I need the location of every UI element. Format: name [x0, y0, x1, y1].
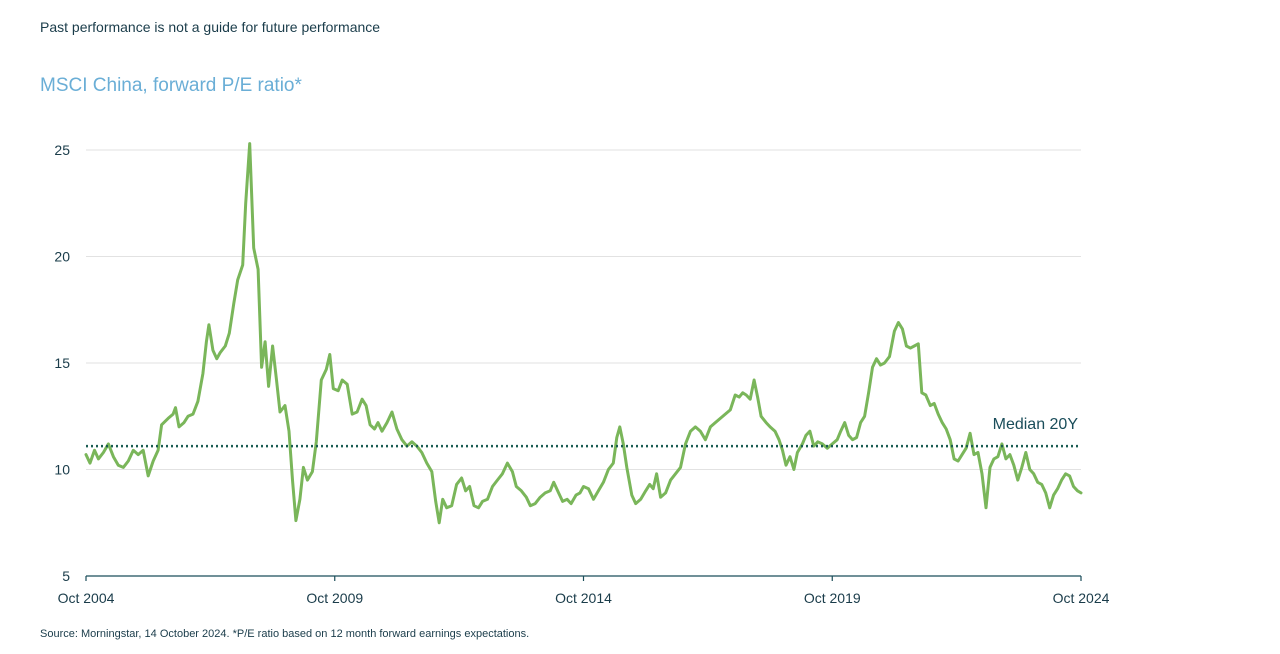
y-tick-label-25: 25	[54, 142, 70, 158]
gridlines	[86, 149, 1081, 470]
y-tick-label-20: 20	[54, 249, 70, 265]
x-tick-label-2: Oct 2014	[555, 590, 612, 606]
x-tick-label-0: Oct 2004	[58, 590, 115, 606]
series-layer	[84, 142, 1083, 525]
chart-title: MSCI China, forward P/E ratio*	[40, 75, 302, 96]
y-tick-label-5: 5	[62, 568, 70, 584]
median-layer: Median 20Y	[86, 416, 1081, 448]
y-tick-label-10: 10	[54, 462, 70, 478]
series-line-0	[84, 142, 1083, 525]
x-tick-label-1: Oct 2009	[306, 590, 363, 606]
source-note: Source: Morningstar, 14 October 2024. *P…	[40, 628, 530, 640]
disclaimer-text: Past performance is not a guide for futu…	[40, 19, 381, 35]
x-tick-label-3: Oct 2019	[804, 590, 861, 606]
x-tick-label-4: Oct 2024	[1053, 590, 1110, 606]
axes: 5 10 15 20 25 Oct 2004 Oct 2009 Oct 2014 Oct 201…	[54, 142, 1109, 606]
y-tick-label-15: 15	[54, 355, 70, 371]
median-label: Median 20Y	[993, 416, 1079, 433]
